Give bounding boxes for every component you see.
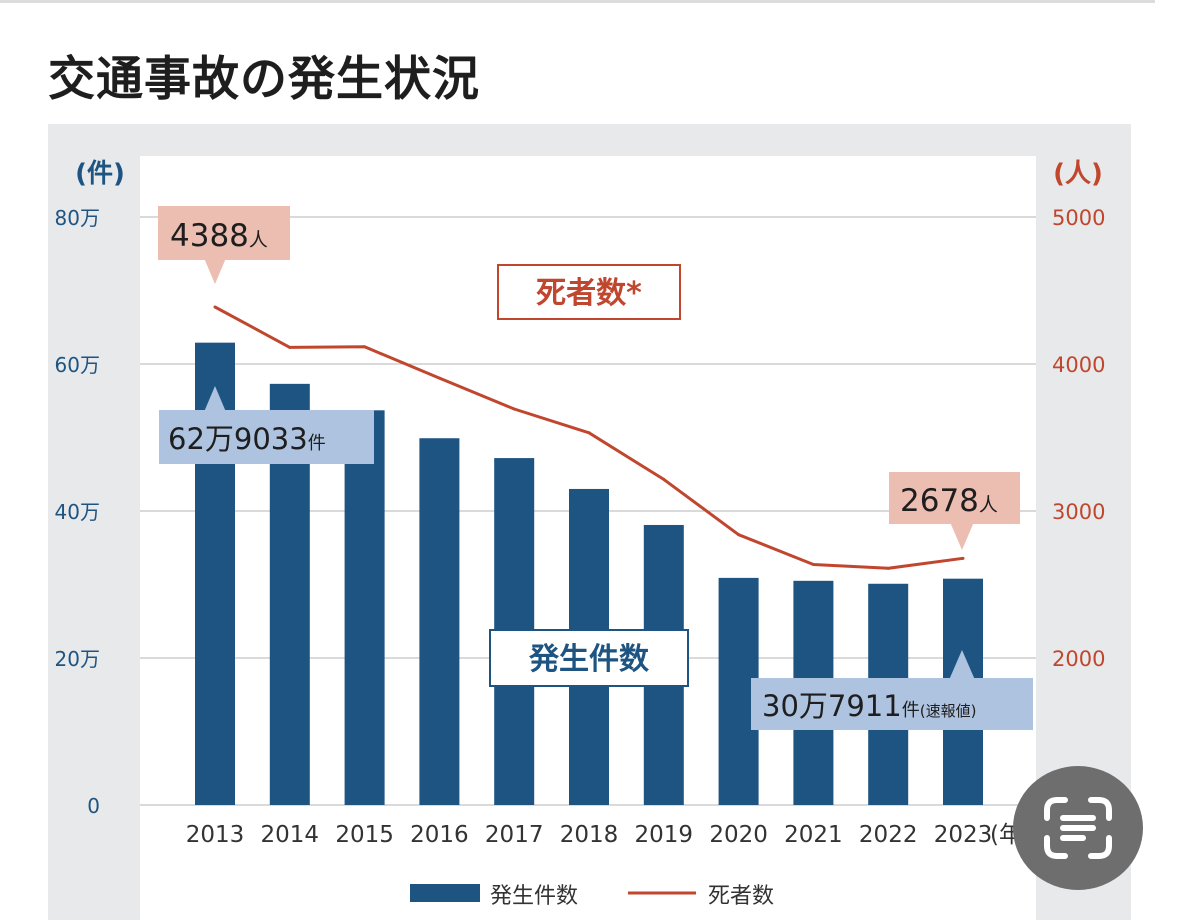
page-title: 交通事故の発生状況: [48, 52, 480, 107]
callout-deaths-2013-value: 4388: [170, 218, 249, 254]
callout-cases-2023-unit: 件: [902, 700, 920, 721]
x-tick-label: 2015: [335, 822, 394, 848]
y-right-tick-label: 2000: [1052, 647, 1105, 671]
chart: 0 20万 40万 60万 80万 2000 3000 4000 5000 (件) (人) 死者数*…: [55, 156, 1105, 920]
callout-deaths-2013: 4388人: [158, 206, 290, 284]
y-right-unit: (人): [1053, 159, 1103, 189]
x-tick-label: 2014: [261, 822, 320, 848]
y-left-tick-label: 60万: [55, 353, 100, 377]
y-left-tick-label: 80万: [55, 206, 100, 230]
callout-deaths-2023: 2678人: [889, 472, 1020, 550]
x-tick-label: 2017: [485, 822, 544, 848]
callout-deaths-2023-value: 2678: [900, 483, 979, 519]
deaths-point-2021: [811, 563, 815, 567]
deaths-point-2018: [587, 431, 591, 435]
svg-text:62万9033件: 62万9033件: [168, 422, 326, 456]
deaths-point-2023: [961, 556, 965, 560]
y-left-tick-label: 20万: [55, 647, 100, 671]
svg-text:2678人: 2678人: [900, 483, 998, 519]
top-divider: [0, 0, 1155, 3]
legend-label-cases: 発生件数: [490, 884, 578, 909]
y-right-tick-label: 3000: [1052, 500, 1105, 524]
callout-deaths-2013-unit: 人: [249, 229, 268, 251]
deaths-point-2014: [288, 345, 292, 349]
text-scan-icon: [1044, 797, 1112, 859]
deaths-point-2022: [886, 566, 890, 570]
svg-text:30万7911件(速報値): 30万7911件(速報値): [762, 689, 976, 723]
x-tick-label: 2021: [784, 822, 843, 848]
y-left-tick-label: 40万: [55, 500, 100, 524]
bar-2015: [344, 410, 385, 805]
y-right-tick-label: 4000: [1052, 353, 1105, 377]
deaths-point-2017: [512, 407, 516, 411]
x-tick-label: 2022: [859, 822, 918, 848]
deaths-point-2020: [737, 533, 741, 537]
deaths-point-2013: [213, 305, 217, 309]
x-tick-label: 2018: [560, 822, 619, 848]
callout-cases-2013-unit: 件: [308, 433, 326, 454]
cases-series-label: 発生件数: [489, 629, 689, 687]
deaths-series-label: 死者数*: [497, 264, 681, 320]
legend-swatch-cases: [410, 884, 480, 902]
svg-text:死者数*: 死者数*: [536, 276, 642, 311]
svg-text:発生件数: 発生件数: [528, 642, 650, 677]
callout-cases-2023-note: (速報値): [920, 702, 977, 720]
deaths-point-2016: [437, 376, 441, 380]
callout-cases-2013: 62万9033件: [159, 386, 374, 464]
x-tick-label: 2013: [186, 822, 245, 848]
deaths-point-2019: [662, 477, 666, 481]
callout-cases-2023-value: 30万7911: [762, 689, 902, 723]
callout-cases-2013-value: 62万9033: [168, 422, 308, 456]
x-tick-label: 2023: [934, 822, 993, 848]
x-tick-label: 2020: [709, 822, 768, 848]
callout-cases-2023: 30万7911件(速報値): [751, 650, 1033, 730]
x-tick-label: 2019: [635, 822, 694, 848]
y-left-unit: (件): [75, 159, 125, 189]
legend-label-deaths: 死者数: [708, 884, 774, 909]
y-left-tick-label: 0: [87, 794, 100, 818]
svg-text:4388人: 4388人: [170, 218, 268, 254]
callout-deaths-2023-unit: 人: [979, 494, 998, 516]
lens-button[interactable]: [1013, 766, 1143, 890]
x-tick-label: 2016: [410, 822, 469, 848]
bar-2016: [419, 438, 460, 805]
deaths-point-2015: [363, 345, 367, 349]
y-right-tick-label: 5000: [1052, 206, 1105, 230]
chart-panel: 0 20万 40万 60万 80万 2000 3000 4000 5000 (件) (人) 死者数*…: [48, 124, 1131, 920]
